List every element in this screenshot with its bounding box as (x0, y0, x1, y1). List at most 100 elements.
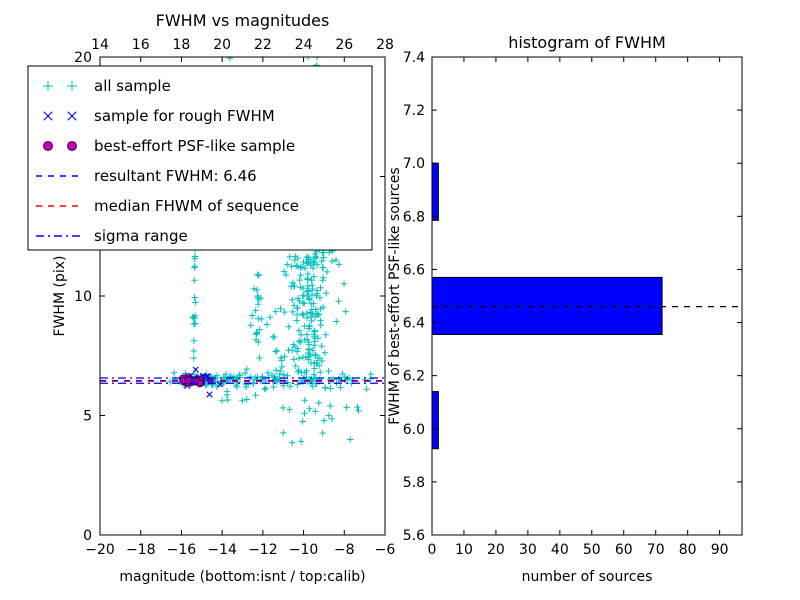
scatter-point (279, 404, 287, 412)
scatter-point (327, 385, 334, 392)
scatter-point (311, 327, 318, 334)
scatter-point (253, 330, 260, 337)
scatter-point (281, 353, 288, 360)
scatter-plot-area (100, 57, 385, 446)
scatter-point (218, 397, 226, 404)
scatter-point (297, 264, 304, 271)
x-tick-label: 60 (615, 542, 633, 558)
histogram-bar (431, 162, 439, 221)
scatter-point (206, 391, 213, 398)
scatter-point (255, 315, 262, 322)
y-tick-label: 6.0 (403, 422, 425, 438)
scatter-point (288, 283, 295, 290)
scatter-point (280, 268, 288, 275)
scatter-point (288, 347, 296, 354)
scatter-point (296, 297, 303, 305)
scatter-axes: −20 −18 −16 −14 −12 −10 −8 −6 14 16 18 20 22 24 26 28 0 5… (52, 11, 395, 585)
scatter-point (261, 386, 268, 393)
x-tick-label: −12 (248, 542, 278, 558)
histogram-plot-area (431, 162, 742, 450)
scatter-point (289, 439, 296, 446)
scatter-point (301, 410, 308, 417)
x-tick-label: 20 (487, 542, 505, 558)
legend-label: sample for rough FWHM (94, 107, 275, 125)
y-tick-label: 6.4 (403, 316, 425, 332)
scatter-point (320, 417, 328, 424)
scatter-point (335, 261, 343, 268)
scatter-point (273, 347, 281, 354)
scatter-point (317, 321, 324, 329)
scatter-point (328, 415, 336, 423)
x-tick-label-top: 22 (254, 37, 272, 53)
scatter-point (319, 429, 326, 437)
scatter-point (298, 438, 305, 445)
scatter-point (301, 265, 309, 272)
scatter-point (307, 313, 315, 321)
scatter-point (289, 279, 296, 286)
scatter-point (292, 262, 300, 269)
scatter-point (325, 367, 332, 375)
scatter-point (167, 378, 174, 386)
x-tick-label: −16 (167, 542, 197, 558)
scatter-point (252, 307, 259, 314)
scatter-point (303, 253, 311, 261)
scatter-point (223, 391, 231, 399)
scatter-point (325, 412, 333, 419)
scatter-point (294, 255, 301, 262)
scatter-point (321, 349, 329, 356)
histogram-title: histogram of FWHM (508, 33, 666, 52)
scatter-point (308, 376, 315, 383)
scatter-point (309, 285, 316, 293)
scatter-point (302, 354, 310, 361)
scatter-point (311, 359, 318, 366)
scatter-point (276, 375, 283, 382)
scatter-point (213, 383, 221, 390)
scatter-point (297, 331, 305, 339)
x-tick-label-top: 14 (91, 37, 109, 53)
scatter-point (305, 254, 312, 261)
scatter-point (192, 366, 199, 373)
scatter-point (315, 362, 323, 369)
scatter-point (285, 323, 292, 330)
scatter-point (192, 299, 199, 306)
scatter-point (293, 311, 301, 319)
scatter-point (244, 381, 252, 388)
scatter-point (293, 317, 301, 324)
scatter-point (318, 342, 325, 350)
scatter-point (319, 277, 326, 284)
scatter-point (294, 381, 301, 388)
scatter-point (268, 371, 276, 379)
legend-label: all sample (94, 77, 171, 95)
scatter-point (272, 308, 279, 315)
scatter-point (339, 370, 346, 378)
scatter-point (272, 348, 279, 355)
x-tick-label: 70 (647, 542, 665, 558)
y-tick-label: 5 (83, 409, 92, 425)
scatter-point (263, 321, 271, 328)
scatter-point (254, 271, 261, 278)
scatter-point (286, 383, 294, 390)
scatter-point (255, 338, 262, 346)
scatter-point (303, 336, 311, 343)
scatter-point (170, 369, 178, 377)
y-tick-label: 0 (83, 528, 92, 544)
scatter-point (191, 314, 198, 322)
scatter-point (191, 277, 198, 284)
scatter-point (327, 402, 334, 410)
scatter-point (332, 256, 340, 264)
scatter-point (270, 383, 277, 391)
histogram-spines (431, 56, 743, 536)
scatter-point (271, 373, 279, 380)
scatter-point (241, 369, 249, 377)
scatter-point (308, 277, 315, 284)
scatter-point (296, 276, 303, 284)
scatter-point (367, 370, 374, 378)
x-tick-label: 40 (551, 542, 569, 558)
scatter-point (252, 392, 259, 399)
scatter-point (280, 371, 287, 379)
scatter-point (308, 317, 315, 325)
scatter-point (286, 406, 293, 413)
x-tick-label: −20 (85, 542, 115, 558)
scatter-point (222, 370, 230, 378)
